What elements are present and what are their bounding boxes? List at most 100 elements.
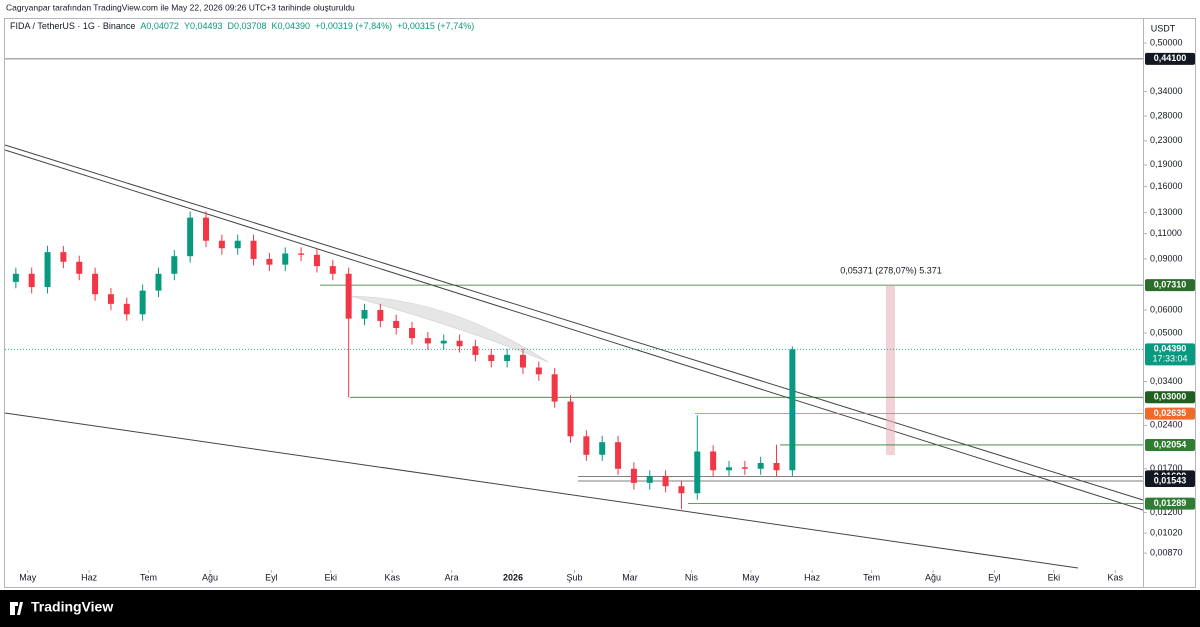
y-tick-label: 0,13000 — [1150, 207, 1183, 217]
level-label: 0,01543 — [1154, 475, 1187, 485]
candle-body — [472, 346, 479, 355]
x-tick-label: Ağu — [202, 572, 218, 582]
candle-body — [551, 374, 558, 402]
candle-body — [678, 486, 685, 494]
candle-body — [139, 290, 146, 315]
x-tick-label: Ara — [445, 572, 459, 582]
candle-body — [123, 303, 130, 315]
ohlc-value: +0,00315 (+7,74%) — [397, 21, 474, 31]
candle-body — [92, 273, 99, 295]
candle-body — [694, 451, 701, 494]
brand: TradingView — [31, 599, 113, 615]
x-tick-label: Haz — [81, 572, 98, 582]
candle-body — [757, 462, 764, 469]
level-label: 0,04390 — [1154, 344, 1187, 354]
candle-body — [298, 253, 305, 255]
candle-body — [155, 273, 162, 291]
measure-box — [886, 286, 895, 455]
candle-body — [345, 273, 352, 319]
countdown: 17:33:04 — [1152, 354, 1187, 364]
candle-body — [218, 240, 225, 249]
candle-body — [773, 462, 780, 471]
y-tick-label: 0,28000 — [1150, 110, 1183, 120]
candle-body — [76, 261, 83, 274]
level-label-box — [1145, 497, 1195, 510]
x-tick-label: Mar — [622, 572, 638, 582]
level-label: 0,03000 — [1154, 392, 1187, 402]
candle-body — [60, 252, 67, 262]
candle-body — [488, 354, 495, 362]
annotation: 0,05371 (278,07%) 5.371 — [840, 265, 942, 275]
x-tick-label: Ağu — [925, 572, 941, 582]
level-label: 0,07310 — [1154, 280, 1187, 290]
candle-body — [725, 467, 732, 471]
logo-mark — [10, 602, 23, 615]
symbol-line: FIDA / TetherUS · 1G · Binance A0,04072 Y0… — [10, 21, 474, 31]
trend-line — [4, 149, 1144, 511]
panel-border — [4, 18, 1196, 588]
candle-body — [789, 349, 796, 471]
trend-line — [4, 412, 1079, 569]
candle-body — [646, 476, 653, 483]
level-label-box — [1145, 438, 1195, 451]
candle-body — [329, 266, 336, 274]
x-tick-label: Eyl — [265, 572, 278, 582]
arc-drawing — [349, 295, 549, 363]
credit: Cagryanpar tarafından TradingView.com il… — [6, 2, 355, 12]
level-label-box — [1145, 474, 1195, 487]
candle-body — [377, 309, 384, 321]
y-tick-label: 0,02400 — [1150, 420, 1183, 430]
symbol: FIDA / TetherUS · 1G · Binance — [10, 21, 135, 31]
candle-body — [504, 354, 511, 362]
x-tick-label: Nis — [685, 572, 698, 582]
ohlc-value: K0,04390 — [272, 21, 311, 31]
candle-body — [567, 401, 574, 437]
y-tick-label: 0,19000 — [1150, 159, 1183, 169]
candle-body — [615, 442, 622, 469]
ohlc-value: A0,04072 — [140, 21, 179, 31]
y-tick-label: 0,09000 — [1150, 253, 1183, 263]
candle-body — [630, 468, 637, 483]
y-tick-label: 0,50000 — [1150, 37, 1183, 47]
x-tick-label: May — [19, 572, 37, 582]
y-tick-label: 0,16000 — [1150, 181, 1183, 191]
y-tick-label: 0,01700 — [1150, 463, 1183, 473]
plot-area: 0,05371 (278,07%) 5.371 — [4, 58, 1144, 569]
candle-body — [519, 354, 526, 368]
level-label: 0,02635 — [1154, 408, 1187, 418]
candle-body — [361, 309, 368, 319]
candle-body — [710, 451, 717, 471]
ohlc-value: D0,03708 — [227, 21, 266, 31]
candle-body — [250, 240, 257, 259]
candle-body — [44, 252, 51, 288]
candle-body — [266, 258, 273, 265]
level-label-box — [1145, 279, 1195, 292]
ohlc-value: Y0,04493 — [184, 21, 223, 31]
candle-body — [662, 476, 669, 487]
x-tick-label: Kas — [1108, 572, 1124, 582]
x-tick-label: Tem — [863, 572, 880, 582]
candle-body — [741, 467, 748, 469]
candle-body — [535, 367, 542, 375]
x-tick-label: Eki — [325, 572, 338, 582]
currency: USDT — [1151, 23, 1176, 33]
candle-body — [12, 273, 19, 282]
x-tick-label: Tem — [140, 572, 157, 582]
footer — [0, 590, 1200, 627]
y-tick-label: 0,00870 — [1150, 547, 1183, 557]
candle-body — [313, 254, 320, 267]
candle-body — [440, 340, 447, 344]
y-tick-label: 0,03400 — [1150, 376, 1183, 386]
candle-body — [187, 217, 194, 257]
x-tick-label: Şub — [566, 572, 582, 582]
level-label: 0,02054 — [1154, 439, 1187, 449]
x-tick-label: 2026 — [503, 572, 523, 582]
x-tick-label: Kas — [384, 572, 400, 582]
candle-body — [203, 217, 210, 241]
level-label: 0,44100 — [1154, 53, 1187, 63]
candle-body — [456, 340, 463, 347]
candle-body — [282, 253, 289, 265]
x-tick-label: Eki — [1048, 572, 1061, 582]
candle-body — [599, 442, 606, 455]
